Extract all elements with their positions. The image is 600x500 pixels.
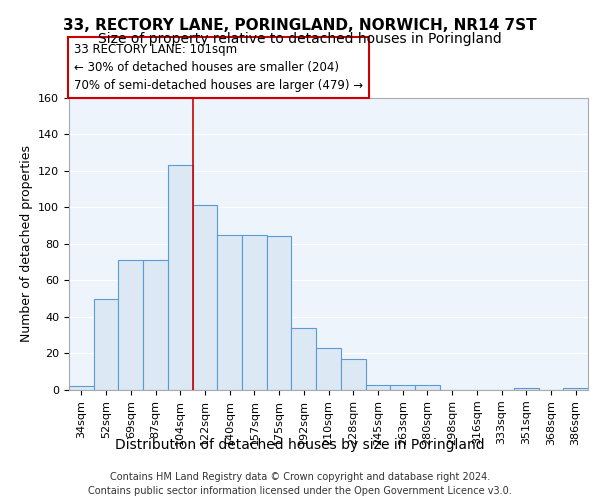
Bar	[415, 384, 440, 390]
Bar	[341, 359, 365, 390]
Bar	[242, 234, 267, 390]
Text: Contains HM Land Registry data © Crown copyright and database right 2024.: Contains HM Land Registry data © Crown c…	[110, 472, 490, 482]
Bar	[69, 386, 94, 390]
Bar	[118, 260, 143, 390]
Text: Contains public sector information licensed under the Open Government Licence v3: Contains public sector information licen…	[88, 486, 512, 496]
Bar	[365, 384, 390, 390]
Text: Distribution of detached houses by size in Poringland: Distribution of detached houses by size …	[115, 438, 485, 452]
Bar	[292, 328, 316, 390]
Y-axis label: Number of detached properties: Number of detached properties	[20, 145, 32, 342]
Bar	[193, 206, 217, 390]
Bar	[143, 260, 168, 390]
Text: 33 RECTORY LANE: 101sqm
← 30% of detached houses are smaller (204)
70% of semi-d: 33 RECTORY LANE: 101sqm ← 30% of detache…	[74, 42, 364, 92]
Text: 33, RECTORY LANE, PORINGLAND, NORWICH, NR14 7ST: 33, RECTORY LANE, PORINGLAND, NORWICH, N…	[63, 18, 537, 32]
Bar	[94, 298, 118, 390]
Bar	[168, 165, 193, 390]
Bar	[563, 388, 588, 390]
Bar	[316, 348, 341, 390]
Bar	[267, 236, 292, 390]
Text: Size of property relative to detached houses in Poringland: Size of property relative to detached ho…	[98, 32, 502, 46]
Bar	[217, 234, 242, 390]
Bar	[514, 388, 539, 390]
Bar	[390, 384, 415, 390]
